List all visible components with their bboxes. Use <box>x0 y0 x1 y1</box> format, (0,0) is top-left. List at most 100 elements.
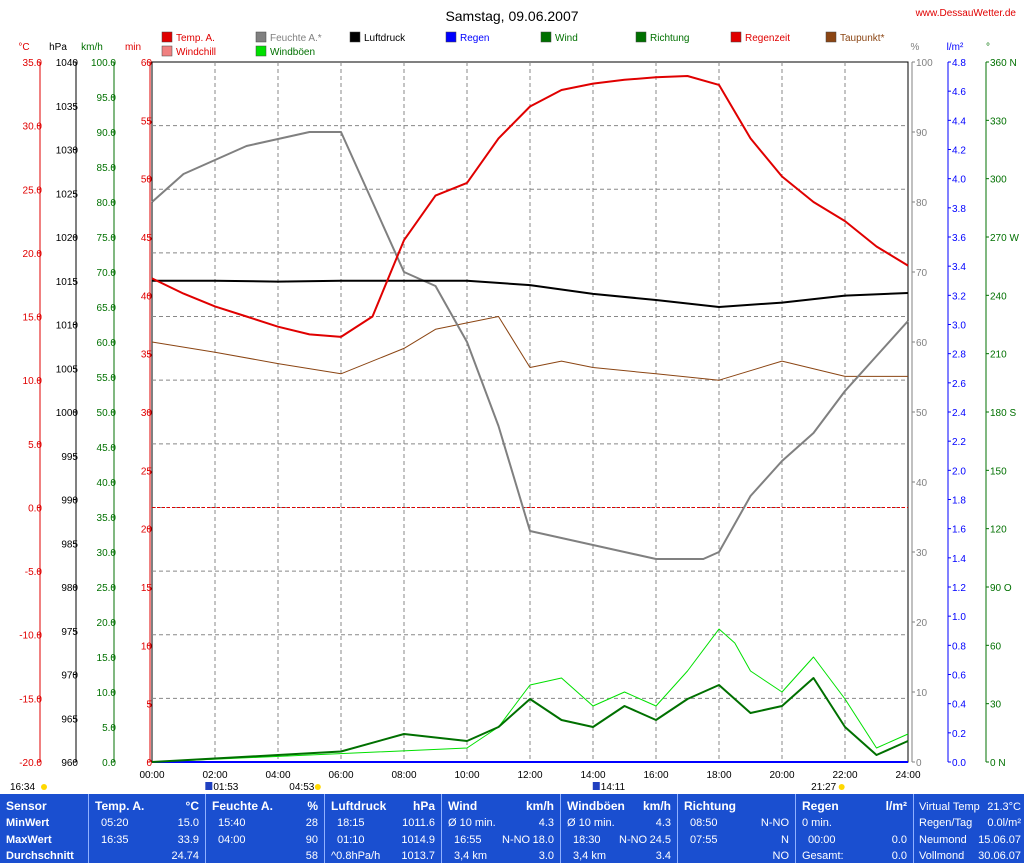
wind-axis-tick-label: 35.0 <box>97 513 117 524</box>
direction-axis-unit: ° <box>986 42 990 53</box>
stats-footer: Sensor MinWert MaxWert Durchschnitt Temp… <box>0 794 1024 863</box>
chart-title: Samstag, 09.06.2007 <box>445 8 578 24</box>
windboeen-avg-value: 4.3 <box>655 817 671 829</box>
humidity-axis-tick-label: 60 <box>916 338 928 349</box>
pressure-axis-tick-label: 975 <box>61 627 78 638</box>
wind-axis-tick-label: 95.0 <box>97 93 117 104</box>
regen-tag-label: Regen/Tag <box>919 817 973 829</box>
wind-unit: km/h <box>525 799 554 813</box>
moonset-label: 14:11 <box>601 782 626 793</box>
footer-separator <box>88 794 89 863</box>
min-axis-tick-label: 15 <box>141 583 153 594</box>
time-tick-label: 10:00 <box>454 770 479 781</box>
rain-axis-tick-label: 2.0 <box>952 466 966 477</box>
pressure-axis-tick-label: 1010 <box>56 321 79 332</box>
luftdruck-trend: ^0.8hPa/h <box>331 850 381 862</box>
rain-axis-tick-label: 4.0 <box>952 175 966 186</box>
rain-axis-tick-label: 3.2 <box>952 291 966 302</box>
regen-time: 00:00 <box>808 834 836 846</box>
wind-max-direction: N-NO <box>502 834 531 846</box>
min-axis-tick-label: 25 <box>141 466 153 477</box>
time-tick-label: 22:00 <box>832 770 857 781</box>
wind-axis-tick-label: 55.0 <box>97 373 117 384</box>
wind-axis-tick-label: 60.0 <box>97 338 117 349</box>
humidity-axis-tick-label: 70 <box>916 268 928 279</box>
rain-axis-tick-label: 2.4 <box>952 408 966 419</box>
legend-label: Regenzeit <box>745 33 790 44</box>
temp-axis-tick-label: 10.0 <box>23 376 43 387</box>
direction-axis-tick-label: 30 <box>990 700 1002 711</box>
temp-axis-tick-label: -20.0 <box>19 758 42 769</box>
pressure-axis-tick-label: 985 <box>61 539 78 550</box>
wind-max-value: 18.0 <box>532 834 554 846</box>
wind-avg-label: Ø 10 min. <box>448 817 496 829</box>
rain-axis-tick-label: 1.8 <box>952 496 966 507</box>
temp-avg-value: 24.74 <box>171 850 199 862</box>
wind-axis-tick-label: 90.0 <box>97 128 117 139</box>
vollmond-value: 30.06.07 <box>978 850 1021 862</box>
time-tick-label: 04:00 <box>265 770 290 781</box>
footer-separator <box>441 794 442 863</box>
humidity-axis-tick-label: 30 <box>916 548 928 559</box>
rain-axis-tick-label: 3.0 <box>952 321 966 332</box>
temp-max-value: 33.9 <box>177 834 199 846</box>
luftdruck-max-time: 01:10 <box>337 834 365 846</box>
extra-column: Virtual Temp 21.3°C Regen/Tag 0.0l/m² Ne… <box>914 794 1024 863</box>
temp-axis-tick-label: 35.0 <box>23 58 43 69</box>
temp-max-time: 16:35 <box>101 834 129 846</box>
rain-axis-tick-label: 1.4 <box>952 554 966 565</box>
sunrise-label: 04:53 <box>289 782 314 793</box>
sun-icon <box>41 784 47 790</box>
min-axis-tick-label: 35 <box>141 350 153 361</box>
feuchte-min-time: 15:40 <box>218 817 246 829</box>
feuchte-max-value: 90 <box>305 834 318 846</box>
temp-axis-tick-label: 15.0 <box>23 313 43 324</box>
min-axis-tick-label: 45 <box>141 233 153 244</box>
chart-legend: Temp. A. Windchill Feuchte A.* Windböen Luft… <box>161 31 885 58</box>
regen-column: Regen l/m² 0 min. 00:00 0.0 Gesamt: 0.0 <box>796 794 913 863</box>
wind-axis-tick-label: 100.0 <box>91 58 116 69</box>
wind-axis-tick-label: 75.0 <box>97 233 117 244</box>
humidity-axis-tick-label: 0 <box>916 758 922 769</box>
temp-axis-tick-label: 30.0 <box>23 122 43 133</box>
luftdruck-line <box>152 279 909 308</box>
footer-separator <box>795 794 796 863</box>
sunset-label: 21:27 <box>811 782 836 793</box>
wind-axis-tick-label: 85.0 <box>97 163 117 174</box>
direction-axis-tick-label: 60 <box>990 641 1002 652</box>
wind-max-time: 16:55 <box>454 834 482 846</box>
wind-axis-tick-label: 40.0 <box>97 478 117 489</box>
temp-min-time: 05:20 <box>101 817 129 829</box>
rain-axis-tick-label: 2.6 <box>952 379 966 390</box>
regen-header: Regen <box>802 799 839 813</box>
windboeen-avg-label: Ø 10 min. <box>567 817 615 829</box>
min-axis-tick-label: 20 <box>141 525 153 536</box>
min-axis-unit: min <box>125 42 141 53</box>
legend-swatch <box>825 31 837 43</box>
legend-label: Taupunkt* <box>840 33 885 44</box>
rain-axis-tick-label: 2.8 <box>952 350 966 361</box>
neumond-label: Neumond <box>919 834 967 846</box>
time-tick-label: 20:00 <box>769 770 794 781</box>
humidity-axis-tick-label: 40 <box>916 478 928 489</box>
wind-axis-tick-label: 0.0 <box>102 758 116 769</box>
legend-label: Windchill <box>176 47 216 58</box>
wind-bft: 3,4 km <box>454 850 488 862</box>
rain-axis-tick-label: 4.4 <box>952 116 966 127</box>
direction-axis-tick-label: 0 N <box>990 758 1006 769</box>
rain-axis-tick-label: 1.0 <box>952 612 966 623</box>
website-link[interactable]: www.DessauWetter.de <box>915 8 1017 19</box>
min-axis-tick-label: 30 <box>141 408 153 419</box>
humidity-axis-tick-label: 10 <box>916 688 928 699</box>
windboeen-unit: km/h <box>642 799 671 813</box>
richtung-min-time: 08:50 <box>690 817 718 829</box>
feuchte-unit: % <box>307 799 318 813</box>
sensor-column: Sensor MinWert MaxWert Durchschnitt <box>0 794 88 863</box>
feuchte-column: Feuchte A. % 15:40 28 04:00 90 58 <box>206 794 324 863</box>
legend-swatch <box>349 31 361 43</box>
richtung-max-time: 07:55 <box>690 834 718 846</box>
direction-axis-tick-label: 240 <box>990 291 1007 302</box>
rain-axis-tick-label: 0.0 <box>952 758 966 769</box>
chart-axes: 35.0 30.0 25.0 20.0 15.0 10.0 5.0 0.0 -5.0 -10.0 -… <box>10 42 1019 793</box>
rain-axis-tick-label: 4.6 <box>952 87 966 98</box>
